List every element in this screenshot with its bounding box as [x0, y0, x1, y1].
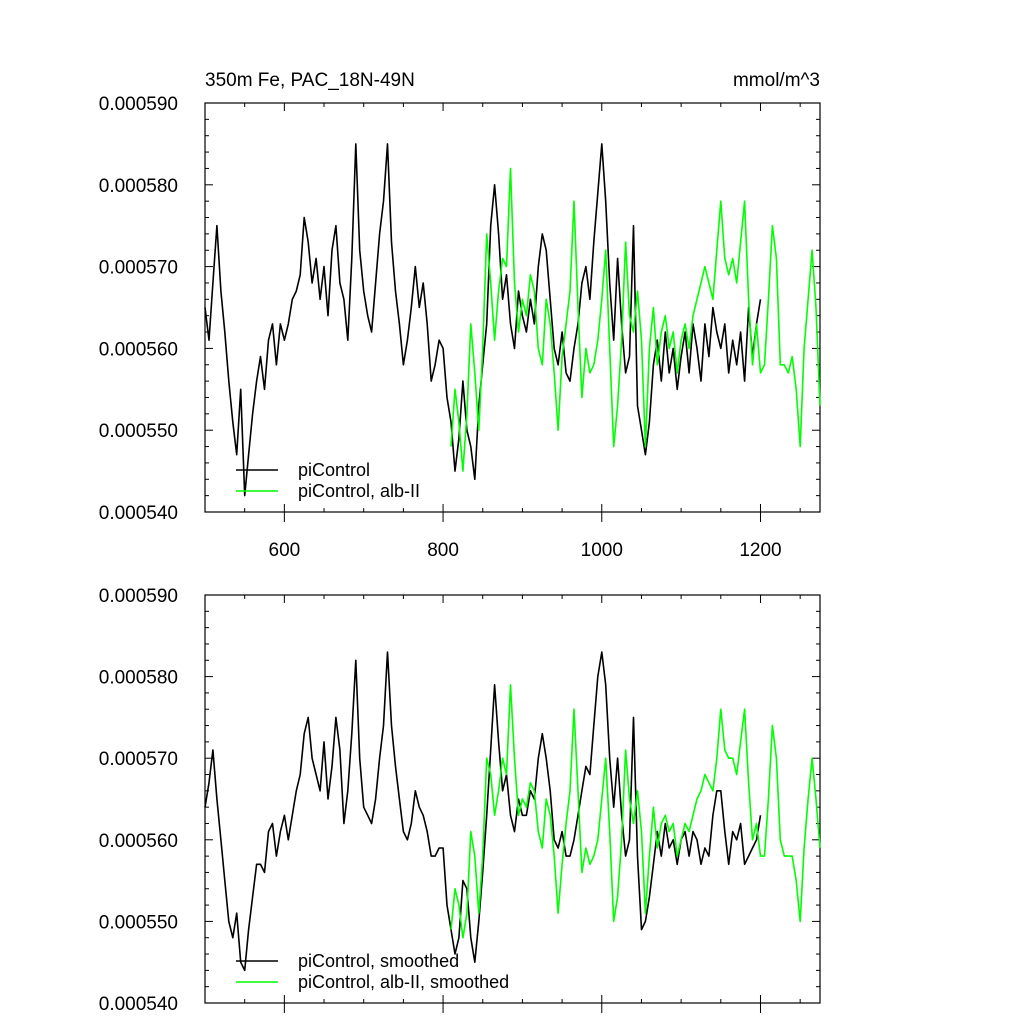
plot-panel-2: 0.000540 0.000550 0.000560 0.000570 0.000580…	[99, 586, 821, 1015]
chart-title: 350m Fe, PAC_18N-49N	[205, 70, 415, 91]
y-tick-label: 0.000590	[99, 586, 178, 607]
y-tick-label: 0.000580	[99, 176, 178, 197]
series-line-picontrol	[204, 651, 762, 972]
y-tick-label: 0.000560	[99, 831, 178, 852]
y-tick-label: 0.000550	[99, 421, 178, 442]
y-tick-label: 0.000570	[99, 749, 178, 770]
y-tick-label: 0.000540	[99, 503, 178, 524]
y-tick-label: 0.000570	[99, 258, 178, 279]
plot-frame	[204, 594, 821, 1004]
legend-label: piControl, alb-II	[298, 481, 420, 501]
x-tick-label: 1200	[739, 540, 781, 561]
legend-label: piControl	[298, 460, 370, 480]
legend-label: piControl, alb-II, smoothed	[298, 972, 509, 992]
plot-frame	[204, 102, 821, 513]
plot-panel-1: 0.000540 0.000550 0.000560 0.000570 0.000580…	[99, 94, 821, 561]
y-tick-label: 0.000550	[99, 912, 178, 933]
series-line-alb-ii	[450, 683, 821, 939]
x-tick-label: 1000	[581, 540, 623, 561]
y-tick-label: 0.000560	[99, 339, 178, 360]
y-tick-label: 0.000580	[99, 668, 178, 689]
y-tick-label: 0.000540	[99, 994, 178, 1015]
series-line-alb-ii	[450, 167, 821, 472]
y-tick-label: 0.000590	[99, 94, 178, 115]
units-label: mmol/m^3	[733, 70, 820, 91]
series-line-picontrol	[204, 143, 762, 497]
x-tick-label: 800	[427, 540, 459, 561]
x-tick-label: 600	[269, 540, 301, 561]
legend-label: piControl, smoothed	[298, 951, 459, 971]
